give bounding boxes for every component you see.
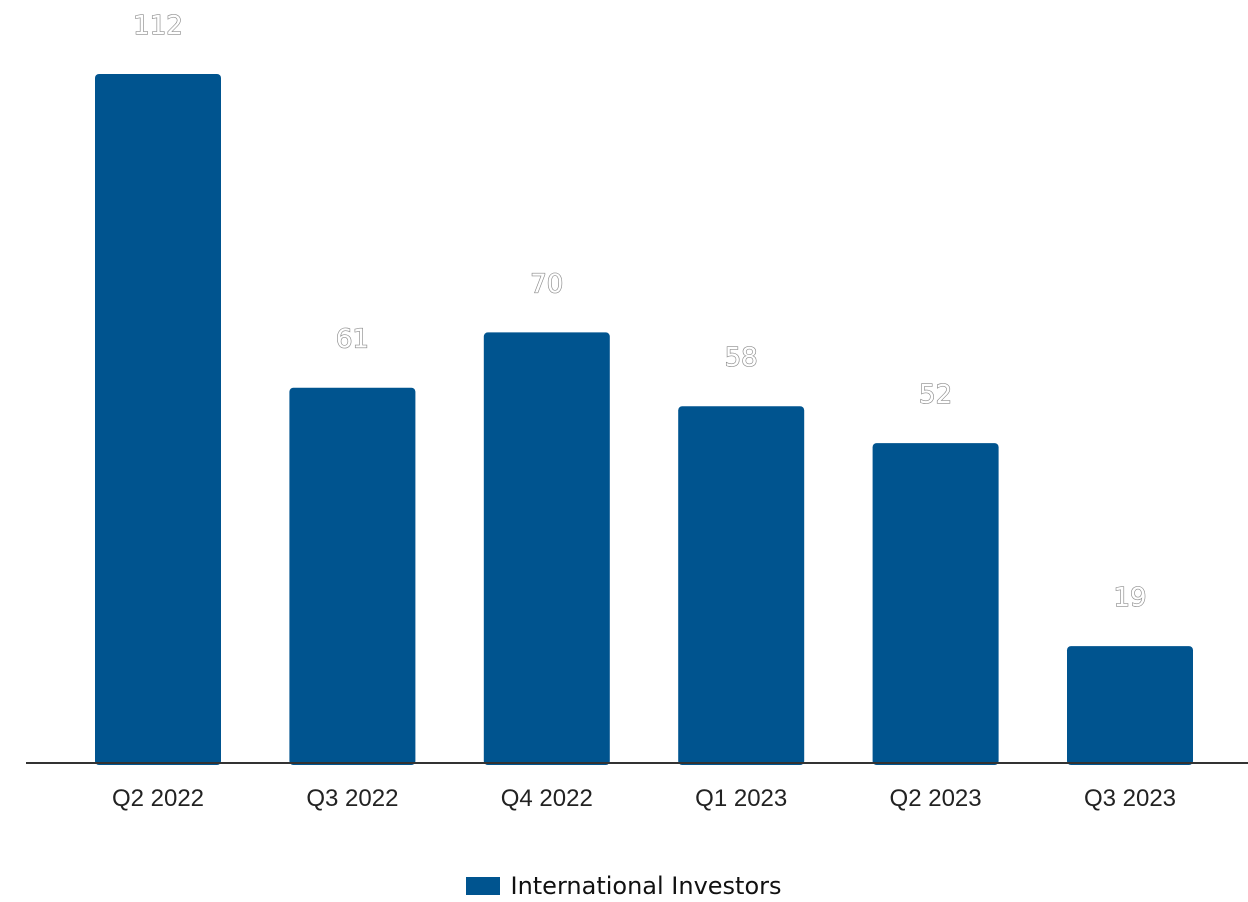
data-label-q4-2022: 70 [530, 269, 563, 299]
x-tick-label-q3-2023: Q3 2023 [1084, 785, 1176, 812]
x-tick-label-q4-2022: Q4 2022 [501, 785, 593, 812]
data-label-q2-2022: 112 [133, 11, 183, 41]
bar-q4-2022 [483, 332, 610, 765]
legend-swatch [466, 877, 501, 895]
legend: International Investors [0, 872, 1248, 900]
data-labels-group: 112 61 70 58 52 19 [133, 10, 1148, 613]
bar-q1-2023 [678, 406, 805, 765]
data-label-q3-2023: 19 [1113, 583, 1146, 613]
bar-q3-2023 [1067, 646, 1193, 765]
bar-q2-2023 [872, 443, 999, 765]
bar-q2-2022 [95, 74, 221, 765]
bars-group [95, 74, 1193, 765]
legend-label: International Investors [510, 872, 782, 900]
x-tick-label-q1-2023: Q1 2023 [695, 785, 787, 812]
x-tick-label-q2-2023: Q2 2023 [890, 785, 982, 812]
x-tick-labels-group: Q2 2022 Q3 2022 Q4 2022 Q1 2023 Q2 2023 Q3 20… [112, 785, 1176, 812]
bar-q3-2022 [289, 387, 416, 765]
x-tick-label-q2-2022: Q2 2022 [112, 785, 204, 812]
data-label-q2-2023: 52 [919, 380, 952, 410]
data-label-q1-2023: 58 [725, 343, 758, 373]
data-label-q3-2022: 61 [336, 325, 369, 355]
x-tick-label-q3-2022: Q3 2022 [306, 785, 398, 812]
